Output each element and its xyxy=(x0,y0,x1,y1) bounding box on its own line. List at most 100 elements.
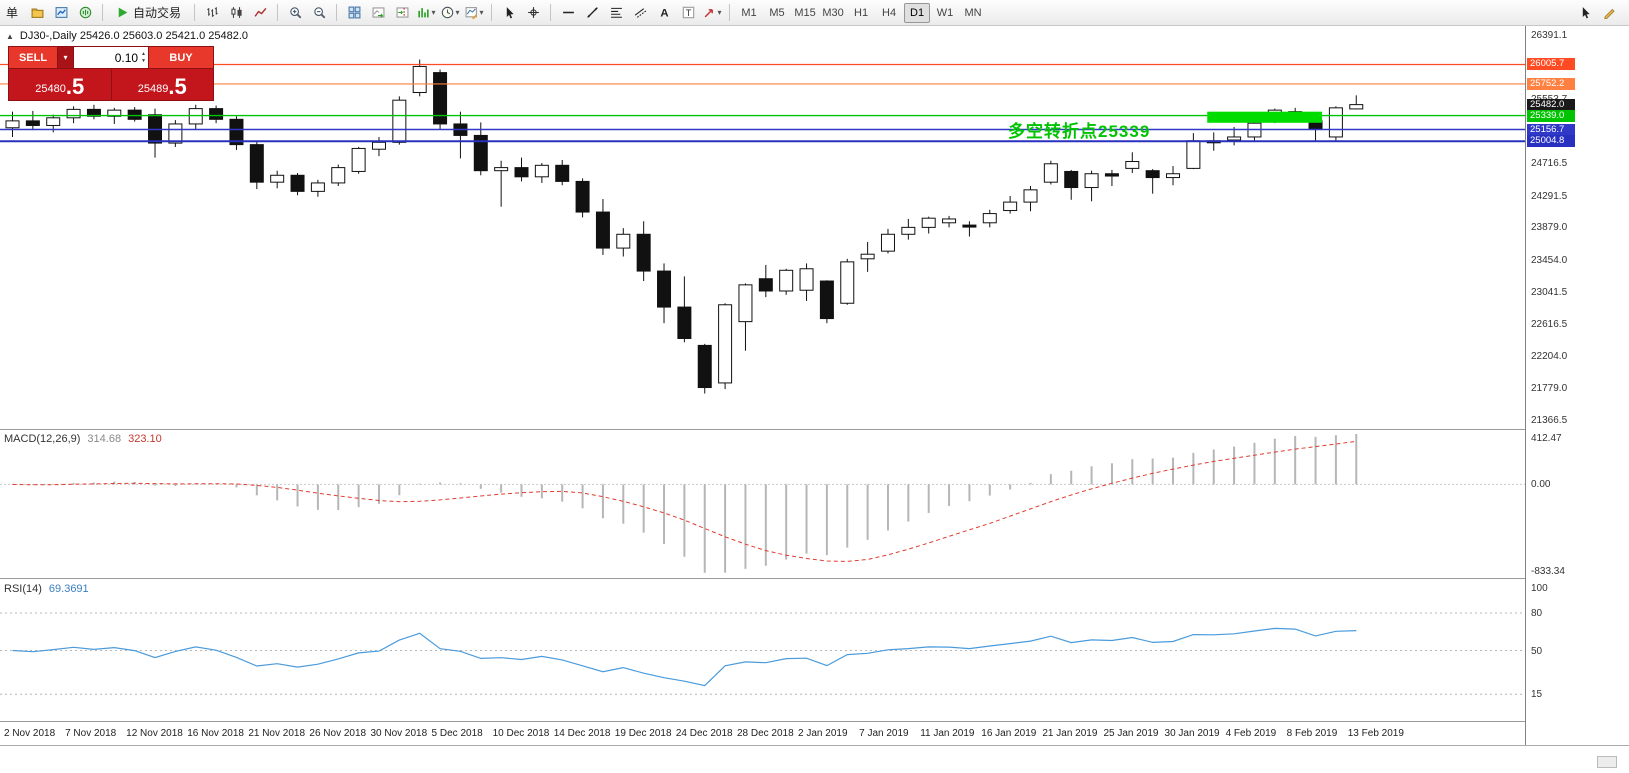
channel-tool-button[interactable] xyxy=(629,2,651,24)
date-label: 7 Nov 2018 xyxy=(65,728,117,739)
candlestick-mode-button[interactable] xyxy=(225,2,247,24)
macd-panel[interactable] xyxy=(0,431,1525,578)
timeframe-h4[interactable]: H4 xyxy=(882,6,897,19)
cursor-tool-button[interactable] xyxy=(498,2,520,24)
date-label: 4 Feb 2019 xyxy=(1225,728,1277,739)
menu-label[interactable]: 单 xyxy=(6,6,19,20)
text-tool-button[interactable]: A xyxy=(653,2,675,24)
sell-price[interactable]: 25480.5 xyxy=(9,69,111,100)
panel-separator[interactable] xyxy=(0,578,1629,579)
date-label: 25 Jan 2019 xyxy=(1103,728,1159,739)
collapse-triangle-icon[interactable]: ▲ xyxy=(6,31,14,41)
timeframe-m30[interactable]: M30 xyxy=(822,6,844,19)
timeframe-m5[interactable]: M5 xyxy=(769,6,785,19)
periods-button[interactable]: ▾ xyxy=(439,2,461,24)
candle xyxy=(595,211,610,249)
chevron-down-icon: ▾ xyxy=(717,8,722,17)
buy-price[interactable]: 25489.5 xyxy=(111,69,213,100)
order-type-dropdown[interactable]: ▾ xyxy=(58,47,73,68)
textT-icon: T xyxy=(682,6,694,19)
volume-input[interactable] xyxy=(89,50,142,65)
candle xyxy=(351,147,366,172)
arrow-icon xyxy=(704,9,713,18)
candle xyxy=(534,164,549,178)
line-chart-mode-button[interactable] xyxy=(249,2,271,24)
macd-label: MACD(12,26,9) 314.68 323.10 xyxy=(4,433,162,445)
candle xyxy=(86,108,101,117)
main-price-chart[interactable] xyxy=(0,26,1525,429)
new-chart-button[interactable] xyxy=(26,2,48,24)
svg-text:T: T xyxy=(685,8,691,18)
crosshair-icon xyxy=(527,7,539,18)
market-watch-button[interactable] xyxy=(50,2,72,24)
rsi-line xyxy=(12,627,1357,687)
candle xyxy=(819,280,834,320)
alerts-button[interactable] xyxy=(74,2,96,24)
zoom-in-button[interactable] xyxy=(284,2,306,24)
price-marker: 25004.8 xyxy=(1527,135,1575,148)
candle xyxy=(127,109,142,120)
arrows-tool-button[interactable]: ▾ xyxy=(701,2,723,24)
sell-button[interactable]: SELL xyxy=(9,47,57,68)
panel-separator[interactable] xyxy=(0,429,1629,430)
candle xyxy=(840,261,855,304)
toolbar-buttons: 自动交易 ▾ ▾ ▾ A T ▾ xyxy=(25,2,735,24)
horizontal-line-tool-button[interactable] xyxy=(557,2,579,24)
select-tool-button[interactable] xyxy=(1574,2,1596,24)
bars-icon xyxy=(206,7,218,17)
crosshair-tool-button[interactable] xyxy=(522,2,544,24)
fibonacci-tool-button[interactable] xyxy=(605,2,627,24)
price-tick: 21779.0 xyxy=(1531,383,1568,395)
symbol-ohlc-text: DJ30-,Daily 25426.0 25603.0 25421.0 2548… xyxy=(19,30,249,42)
timeframe-m15[interactable]: M15 xyxy=(794,6,816,19)
turning-zone-rect[interactable] xyxy=(1207,111,1323,123)
time-axis[interactable]: 2 Nov 2018 7 Nov 2018 12 Nov 2018 16 Nov 20… xyxy=(0,722,1525,744)
candle xyxy=(1125,160,1140,169)
candle xyxy=(738,284,753,323)
volume-down-button[interactable]: ▼ xyxy=(141,57,146,64)
indicators-button[interactable]: ▾ xyxy=(415,2,437,24)
trendline-tool-button[interactable] xyxy=(581,2,603,24)
buy-button[interactable]: BUY xyxy=(149,47,213,68)
date-label: 16 Nov 2018 xyxy=(187,728,244,739)
resize-grip[interactable] xyxy=(1597,756,1617,768)
timeframe-m1[interactable]: M1 xyxy=(741,6,757,19)
chevron-down-icon: ▾ xyxy=(455,8,460,17)
timeframe-mn[interactable]: MN xyxy=(964,6,982,19)
zoom-out-button[interactable] xyxy=(308,2,330,24)
timeframe-d1[interactable]: D1 xyxy=(904,2,931,23)
candle xyxy=(779,269,794,292)
bar-chart-mode-button[interactable] xyxy=(201,2,223,24)
timeframe-h1[interactable]: H1 xyxy=(854,6,869,19)
price-tick: 24716.5 xyxy=(1531,158,1568,170)
chart-blue-icon xyxy=(55,7,67,18)
template-icon xyxy=(465,7,477,19)
draw-tool-button[interactable] xyxy=(1598,2,1620,24)
timeframe-w1[interactable]: W1 xyxy=(936,6,954,19)
toolbar-separator xyxy=(550,4,552,21)
auto-trading-button[interactable]: 自动交易 xyxy=(109,2,188,24)
cursor-icon xyxy=(1582,7,1590,19)
rsi-panel[interactable] xyxy=(0,580,1525,721)
auto-scroll-icon xyxy=(372,7,384,18)
date-label: 21 Nov 2018 xyxy=(248,728,306,739)
line-icon xyxy=(254,7,266,17)
macd-signal-line xyxy=(12,440,1357,562)
templates-button[interactable]: ▾ xyxy=(463,2,485,24)
text-label-tool-button[interactable]: T xyxy=(677,2,699,24)
candle xyxy=(555,164,570,182)
candle xyxy=(636,233,651,272)
candle xyxy=(433,72,448,125)
macd-histogram xyxy=(31,434,1358,573)
chart-shift-button[interactable] xyxy=(391,2,413,24)
chart-shift-icon xyxy=(396,7,408,18)
price-tick: 23454.0 xyxy=(1531,255,1568,267)
volume-up-button[interactable]: ▲ xyxy=(141,50,146,57)
price-tick: 23041.5 xyxy=(1531,286,1568,298)
price-tick: 21366.5 xyxy=(1531,414,1568,426)
turning-point-annotation[interactable]: 多空转折点25339 xyxy=(1008,122,1151,141)
price-axis[interactable]: 26391.125972.425553.725134.924716.524291… xyxy=(1525,26,1629,745)
auto-scroll-button[interactable] xyxy=(367,2,389,24)
arrange-windows-button[interactable] xyxy=(343,2,365,24)
